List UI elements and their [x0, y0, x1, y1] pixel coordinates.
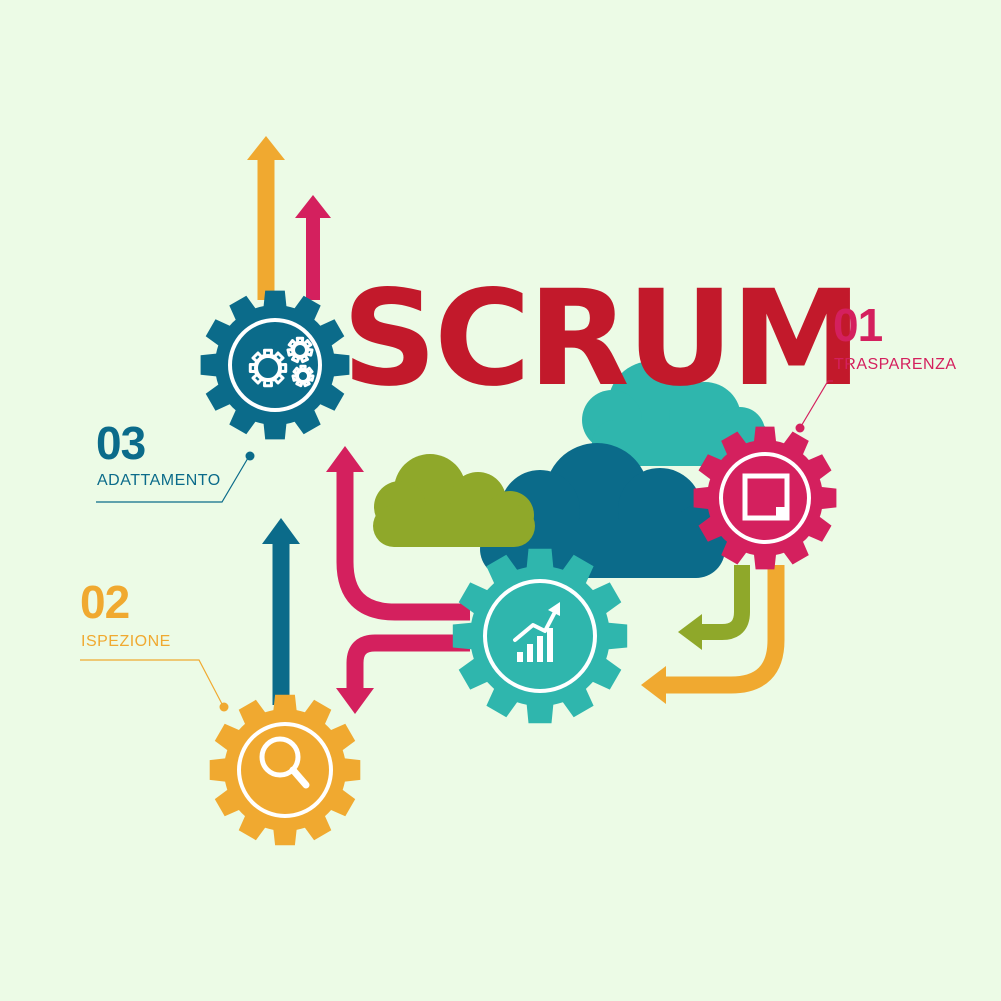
gear-trasparenza-ring — [719, 452, 811, 544]
gear-adattamento-teeth — [200, 290, 350, 440]
gear-adattamento — [200, 290, 350, 440]
magnifier-icon — [259, 736, 310, 789]
step-02-leader-line — [80, 659, 223, 705]
step-02-label: ISPEZIONE — [81, 633, 171, 650]
arrowhead-magenta-up — [326, 446, 364, 472]
arrowhead-orange — [641, 666, 666, 704]
arrow-olive — [702, 565, 750, 640]
arrowhead-olive — [678, 614, 702, 650]
small-gear-2 — [286, 336, 314, 364]
small-gear-3 — [291, 364, 315, 388]
arrowhead-magenta-down — [336, 688, 374, 714]
step-01-dot — [795, 423, 805, 433]
gear-ispezione — [209, 694, 361, 846]
arrowhead-up-orange — [247, 136, 285, 160]
gear-center-ring — [483, 579, 597, 693]
step-03-dot — [245, 451, 255, 461]
arrowhead-up-magenta — [295, 195, 331, 218]
small-gears-teeth — [248, 336, 315, 388]
arrowhead-up-blue — [262, 518, 300, 544]
small-gear-1 — [248, 348, 288, 388]
arrow-magenta-to-adattamento — [336, 470, 470, 621]
arrows — [247, 136, 785, 714]
step-01-number: 01 — [833, 299, 883, 351]
step-02-number: 02 — [80, 576, 129, 628]
step-03-leader-line — [96, 457, 249, 503]
gear-ispezione-ring — [237, 722, 333, 818]
gear-adattamento-ring — [228, 318, 322, 412]
gear-trasparenza — [693, 426, 837, 570]
arrow-magenta-to-ispezione — [346, 634, 470, 690]
step-01: 01 TRASPARENZA — [795, 299, 957, 433]
step-03-number: 03 — [96, 417, 145, 469]
step-03-label: ADATTAMENTO — [97, 472, 221, 489]
cloud-blue-icon — [480, 443, 730, 578]
step-01-label: TRASPARENZA — [834, 356, 957, 373]
step-03: 03 ADATTAMENTO — [96, 417, 255, 503]
gear-trasparenza-teeth — [693, 426, 837, 570]
page-title: SCRUM — [342, 262, 859, 416]
growth-chart-icon — [513, 602, 560, 662]
gear-ispezione-teeth — [209, 694, 361, 846]
window-icon — [742, 473, 790, 521]
step-02-dot — [219, 702, 229, 712]
arrow-orange — [665, 565, 785, 694]
step-01-leader-line — [799, 380, 833, 429]
cloud-olive-icon — [373, 454, 535, 547]
step-02: 02 ISPEZIONE — [80, 576, 229, 712]
